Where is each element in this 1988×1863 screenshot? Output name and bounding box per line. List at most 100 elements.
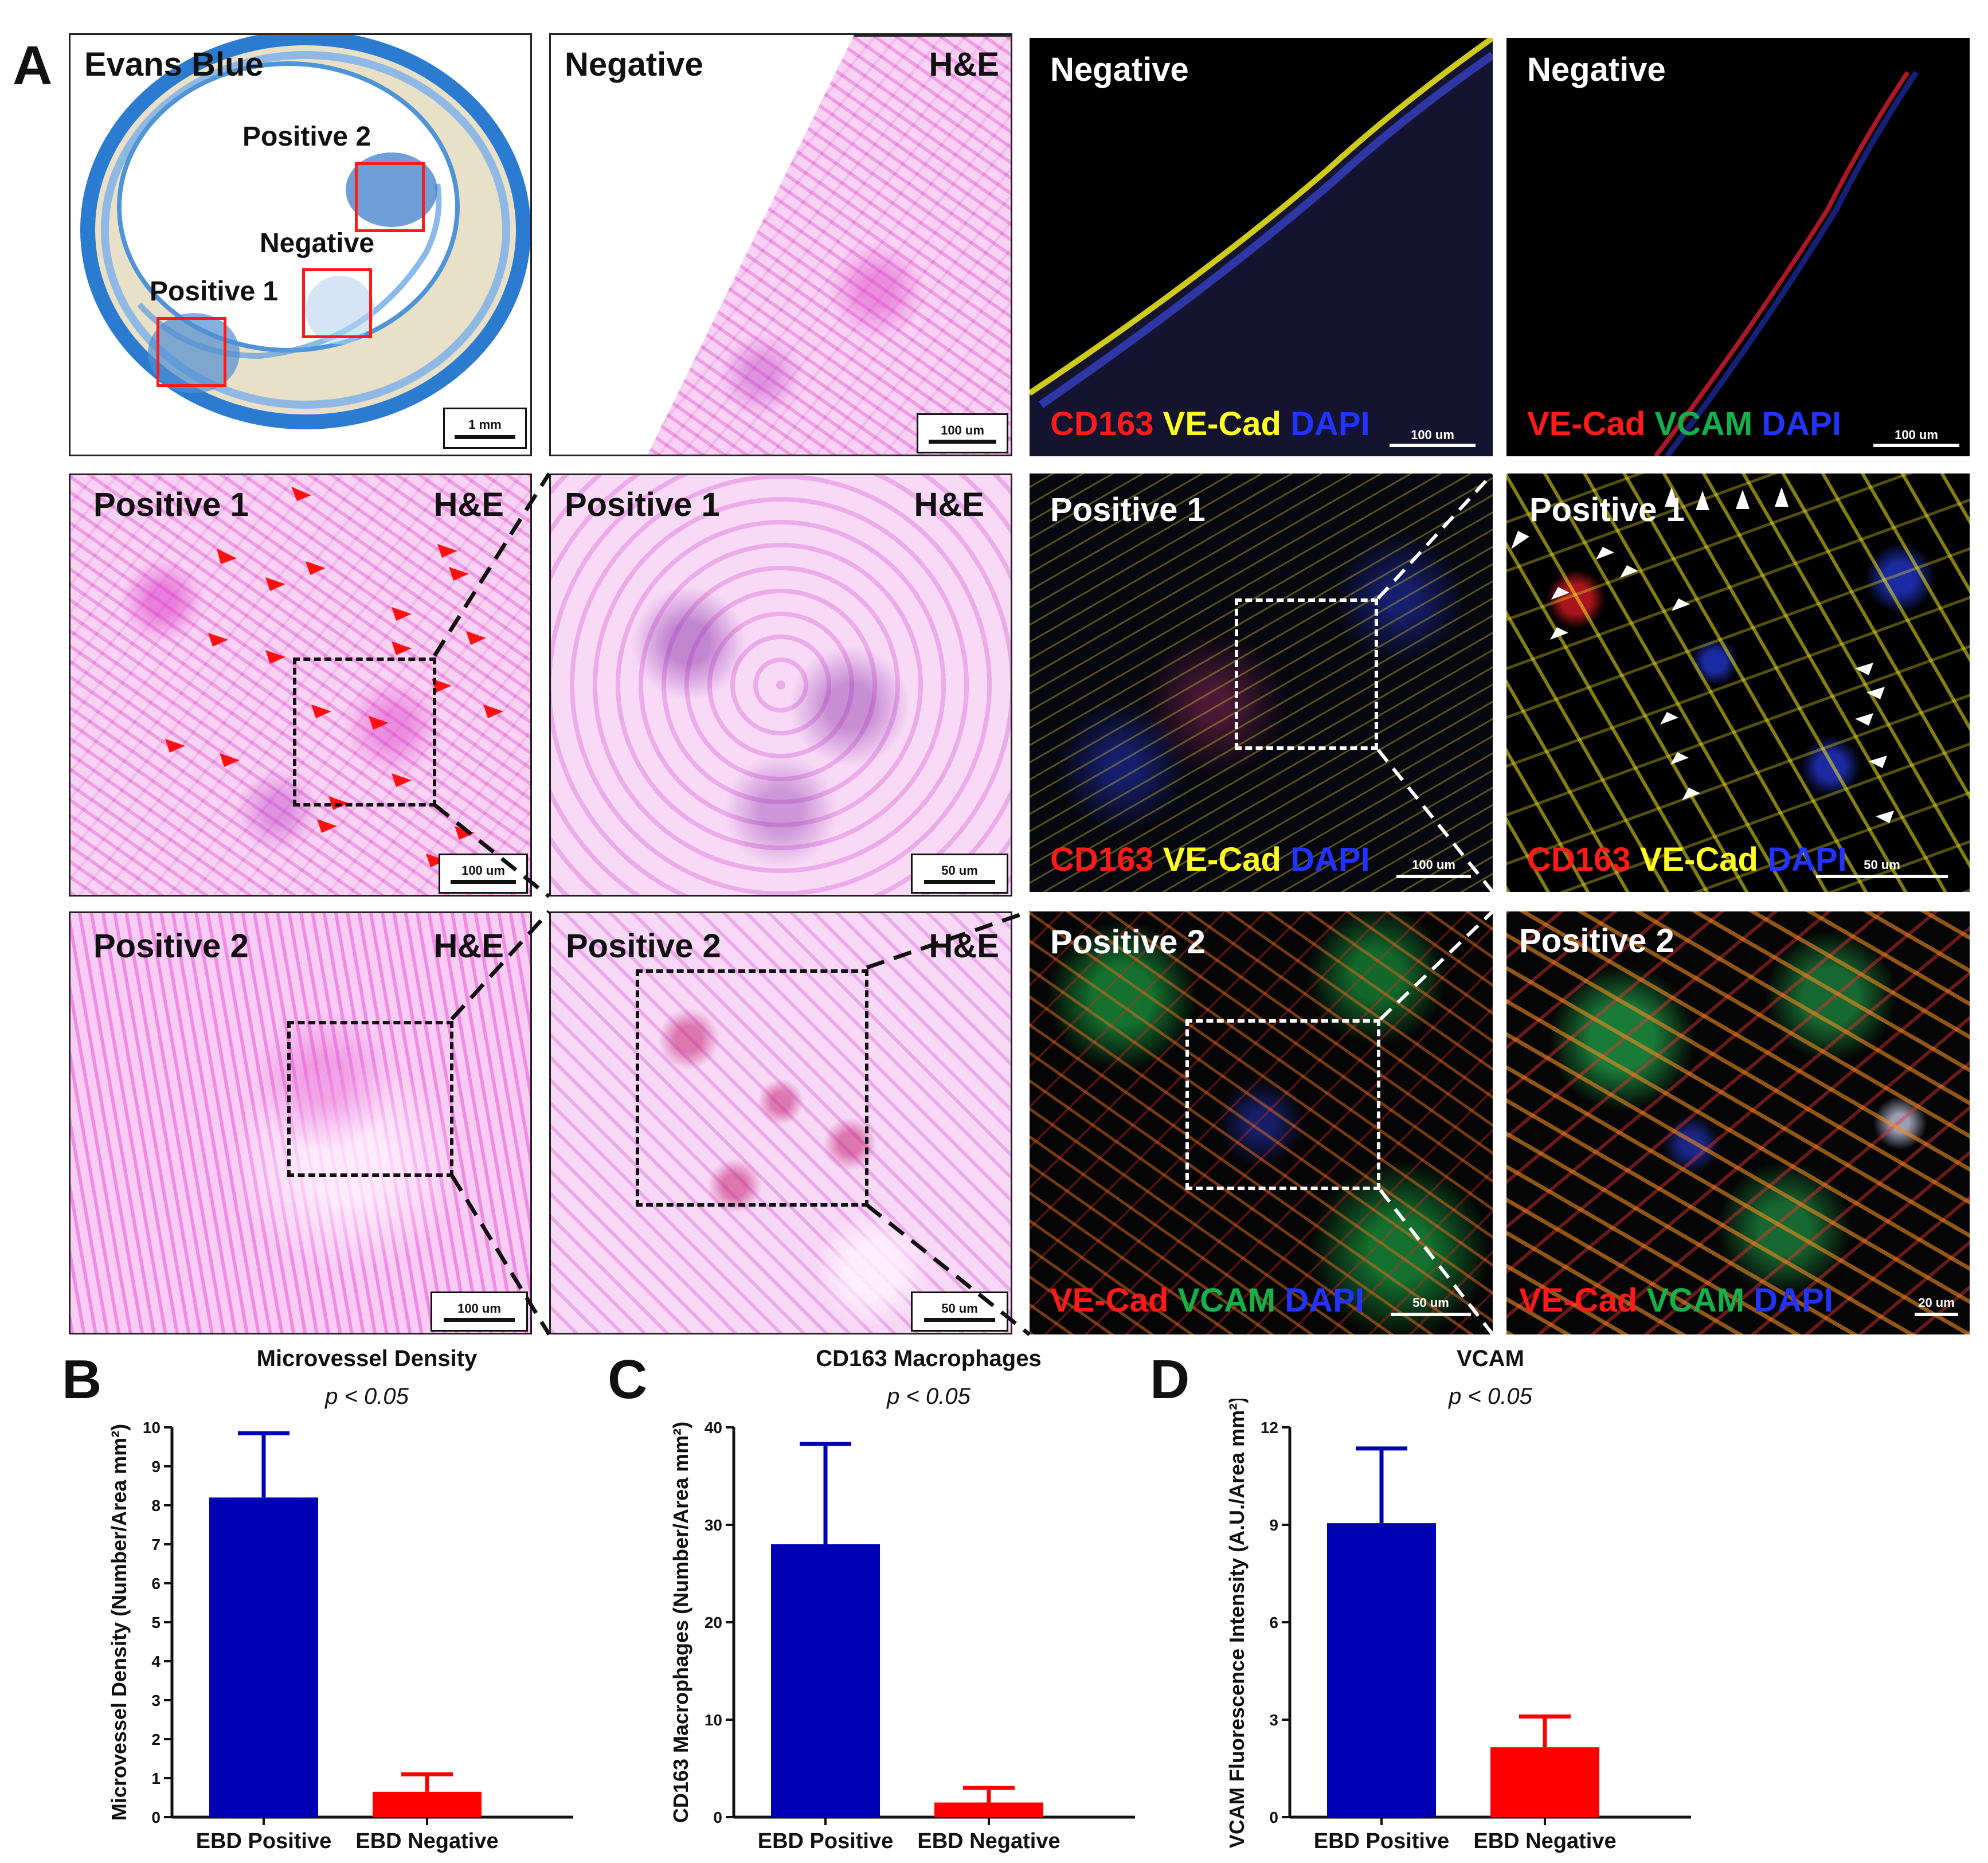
zoom-region-box — [1235, 598, 1378, 750]
negative-fluor-cd163-image — [1030, 38, 1493, 456]
chart-c-title: CD163 Macrophages — [816, 1346, 1042, 1371]
positive-2-he-label: Positive 2 — [93, 927, 249, 965]
scale-bar-50um: 50 um — [911, 1291, 1008, 1332]
positive-2-fluor-high-panel: Positive 2 VE-Cad VCAM DAPI 20 um — [1506, 911, 1970, 1334]
positive-2-he-low-panel: Positive 2 H&E 100 um — [69, 911, 532, 1334]
scale-bar-100um: 100 um — [1390, 428, 1476, 447]
chart-d-vcam: VCAM Fluorescence Intensity (A.U./Area m… — [1225, 1399, 1691, 1853]
chart-c-pvalue: p < 0.05 — [887, 1384, 970, 1409]
scale-bar-100um: 100 um — [431, 1291, 528, 1332]
y-tick-label: 0 — [1269, 1809, 1278, 1826]
x-tick-label: EBD Positive — [196, 1829, 332, 1853]
positive-1-box-label: Positive 1 — [150, 276, 279, 307]
stain-legend: VE-Cad VCAM DAPI — [1527, 405, 1841, 443]
positive-2-fluor-low-panel: Positive 2 VE-Cad VCAM DAPI 50 um — [1030, 911, 1493, 1334]
he-stain-label: H&E — [929, 46, 999, 83]
positive-1-fluor-label: Positive 1 — [1529, 491, 1685, 529]
negative-he-panel: Negative H&E 100 um — [549, 33, 1012, 456]
scale-bar-50um: 50 um — [911, 854, 1008, 894]
y-tick-label: 10 — [705, 1711, 722, 1729]
negative-box-label: Negative — [260, 228, 375, 259]
positive-1-fluor-high-panel: Positive 1 CD163 VE-Cad DAPI 50 um — [1506, 473, 1970, 892]
x-tick-label: EBD Negative — [917, 1829, 1060, 1853]
negative-fluor-label: Negative — [1527, 51, 1666, 88]
negative-fluor-vcam-image — [1653, 71, 1919, 456]
chart-b-microvessel-density: Microvessel Density (Number/Area mm²) 0 1 2… — [107, 1419, 573, 1853]
chart-d-title: VCAM — [1457, 1346, 1524, 1371]
positive-1-he-label: Positive 1 — [565, 486, 720, 523]
panel-a-letter: A — [13, 35, 53, 96]
zoom-region-box — [293, 657, 436, 807]
vessel-cross-section-image — [80, 35, 530, 429]
y-tick-label: 2 — [151, 1731, 161, 1748]
negative-he-tissue — [644, 35, 1011, 455]
scale-bar-100um: 100 um — [1873, 428, 1959, 447]
bar-ebd-negative — [1490, 1747, 1599, 1817]
positive-2-he-label: Positive 2 — [566, 927, 721, 965]
y-axis-label: VCAM Fluorescence Intensity (A.U./Area m… — [1225, 1399, 1249, 1848]
chart-c-cd163-macrophages: CD163 Macrophages (Number/Area mm²) 0 10 20… — [669, 1419, 1135, 1853]
bar-ebd-positive — [209, 1497, 318, 1817]
y-tick-label: 9 — [1269, 1516, 1278, 1534]
he-stain-label: H&E — [433, 486, 504, 523]
y-tick-label: 6 — [1269, 1614, 1278, 1631]
y-tick-label: 1 — [151, 1770, 161, 1787]
scale-bar-1mm: 1 mm — [443, 408, 527, 449]
evans-blue-label: Evans Blue — [84, 46, 264, 83]
bar-ebd-negative — [934, 1802, 1043, 1817]
stain-legend: CD163 VE-Cad DAPI — [1050, 841, 1370, 878]
scale-bar-100um: 100 um — [917, 413, 1008, 453]
positive-2-roi-box — [355, 162, 425, 232]
scale-bar-50um: 50 um — [1816, 858, 1948, 878]
chart-b-pvalue: p < 0.05 — [325, 1384, 409, 1409]
positive-1-he-label: Positive 1 — [93, 486, 249, 523]
he-stain-label: H&E — [914, 486, 984, 523]
chart-b-title: Microvessel Density — [256, 1346, 478, 1371]
y-tick-label: 10 — [143, 1419, 161, 1437]
y-tick-label: 40 — [705, 1419, 722, 1437]
positive-1-fluor-low-panel: Positive 1 CD163 VE-Cad DAPI 100 um — [1030, 473, 1493, 892]
scale-bar-50um: 50 um — [1391, 1296, 1471, 1316]
y-tick-label: 9 — [151, 1458, 161, 1475]
positive-2-he-high-panel: Positive 2 H&E 50 um — [549, 911, 1012, 1334]
panel-c-letter: C — [608, 1349, 648, 1410]
negative-roi-box — [302, 268, 372, 338]
negative-fluor-label: Negative — [1050, 51, 1189, 88]
positive-1-he-high-panel: Positive 1 H&E 50 um — [549, 473, 1012, 897]
x-tick-label: EBD Negative — [355, 1829, 498, 1853]
stain-legend: CD163 VE-Cad DAPI — [1050, 405, 1370, 443]
bar-ebd-positive — [1327, 1523, 1436, 1817]
zoom-region-box — [636, 969, 868, 1207]
y-tick-label: 0 — [713, 1809, 722, 1826]
evans-blue-panel: Evans Blue Positive 2 Negative Positive … — [69, 33, 532, 456]
y-tick-label: 4 — [151, 1653, 161, 1670]
bar-ebd-negative — [373, 1791, 482, 1817]
stain-legend: VE-Cad VCAM DAPI — [1050, 1282, 1364, 1319]
scale-bar-20um: 20 um — [1915, 1296, 1958, 1316]
stain-legend: VE-Cad VCAM DAPI — [1519, 1282, 1833, 1319]
y-tick-label: 6 — [151, 1575, 161, 1592]
negative-fluor-vcam-panel: Negative VE-Cad VCAM DAPI 100 um — [1506, 38, 1970, 456]
y-tick-label: 20 — [705, 1614, 722, 1631]
positive-1-fluor-label: Positive 1 — [1050, 491, 1206, 529]
y-tick-label: 7 — [151, 1536, 161, 1553]
negative-fluor-cd163-panel: Negative CD163 VE-Cad DAPI 100 um — [1030, 38, 1493, 456]
y-tick-label: 3 — [1269, 1711, 1278, 1729]
positive-2-fluor-label: Positive 2 — [1519, 922, 1674, 960]
positive-2-box-label: Positive 2 — [242, 122, 371, 152]
scale-bar-100um: 100 um — [1396, 858, 1471, 878]
he-stain-label: H&E — [433, 927, 504, 965]
y-tick-label: 12 — [1261, 1419, 1278, 1437]
chart-d-pvalue: p < 0.05 — [1449, 1384, 1532, 1409]
stain-legend: CD163 VE-Cad DAPI — [1527, 841, 1847, 878]
white-arrowheads — [1511, 487, 1894, 823]
negative-he-label: Negative — [565, 46, 703, 83]
positive-1-roi-box — [156, 317, 226, 387]
y-axis-label: CD163 Macrophages (Number/Area mm²) — [669, 1422, 692, 1823]
he-stain-label: H&E — [929, 927, 999, 965]
y-axis-label: Microvessel Density (Number/Area mm²) — [107, 1424, 131, 1821]
x-tick-label: EBD Negative — [1473, 1829, 1616, 1853]
y-tick-label: 0 — [151, 1809, 161, 1826]
x-tick-label: EBD Positive — [1314, 1829, 1450, 1853]
scale-bar-100um: 100 um — [439, 854, 528, 894]
